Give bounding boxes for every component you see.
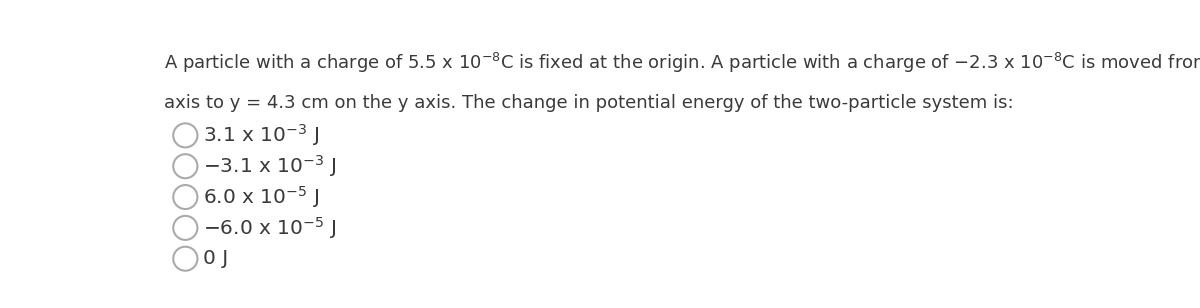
Text: A particle with a charge of 5.5 x 10$^{-8}$C is fixed at the origin. A particle : A particle with a charge of 5.5 x 10$^{-… bbox=[164, 51, 1200, 75]
Text: 0 J: 0 J bbox=[203, 249, 228, 268]
Text: axis to y = 4.3 cm on the y axis. The change in potential energy of the two-part: axis to y = 4.3 cm on the y axis. The ch… bbox=[164, 94, 1014, 112]
Text: 3.1 x 10$^{-3}$ J: 3.1 x 10$^{-3}$ J bbox=[203, 123, 319, 148]
Text: 6.0 x 10$^{-5}$ J: 6.0 x 10$^{-5}$ J bbox=[203, 184, 319, 210]
Text: −6.0 x 10$^{-5}$ J: −6.0 x 10$^{-5}$ J bbox=[203, 215, 336, 241]
Text: −3.1 x 10$^{-3}$ J: −3.1 x 10$^{-3}$ J bbox=[203, 153, 336, 179]
